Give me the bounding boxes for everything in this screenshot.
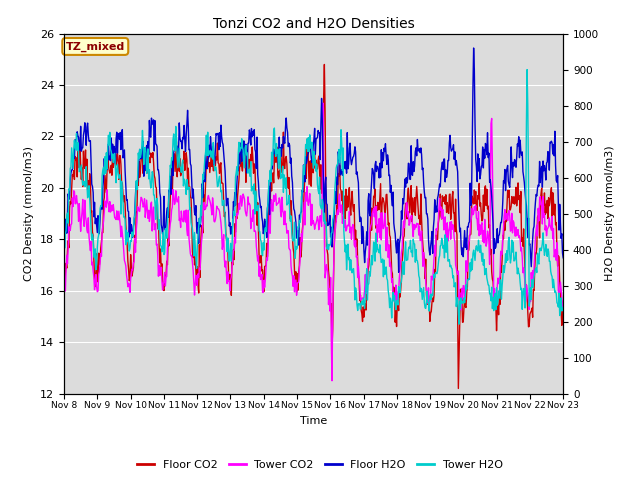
- Floor H2O: [172, 147, 179, 153]
- Floor H2O: [120, 147, 128, 153]
- Tower CO2: [376, 216, 383, 221]
- Tower CO2: [69, 204, 77, 209]
- X-axis label: Time: Time: [300, 416, 327, 426]
- Tower H2O: [172, 148, 179, 154]
- Line: Tower H2O: Tower H2O: [64, 70, 563, 324]
- Tower H2O: [60, 236, 68, 241]
- Tower H2O: [120, 214, 128, 219]
- Floor CO2: [321, 61, 328, 67]
- Floor H2O: [198, 203, 205, 208]
- Floor CO2: [60, 258, 68, 264]
- Tower CO2: [319, 100, 327, 106]
- Floor H2O: [470, 45, 477, 51]
- Floor CO2: [120, 193, 128, 199]
- Floor CO2: [69, 173, 77, 179]
- Y-axis label: CO2 Density (mmol/m3): CO2 Density (mmol/m3): [24, 146, 35, 281]
- Tower CO2: [60, 296, 68, 302]
- Tower CO2: [198, 239, 205, 245]
- Floor H2O: [559, 255, 567, 261]
- Line: Floor CO2: Floor CO2: [64, 64, 563, 388]
- Tower CO2: [328, 378, 336, 384]
- Tower H2O: [69, 166, 77, 171]
- Floor CO2: [389, 295, 397, 301]
- Floor H2O: [374, 164, 381, 169]
- Floor CO2: [172, 168, 179, 174]
- Floor H2O: [388, 203, 396, 209]
- Floor H2O: [69, 161, 77, 167]
- Tower CO2: [390, 290, 397, 296]
- Tower H2O: [455, 321, 463, 327]
- Y-axis label: H2O Density (mmol/m3): H2O Density (mmol/m3): [605, 146, 614, 281]
- Floor H2O: [395, 269, 403, 275]
- Floor CO2: [198, 225, 205, 231]
- Title: Tonzi CO2 and H2O Densities: Tonzi CO2 and H2O Densities: [212, 17, 415, 31]
- Floor CO2: [374, 207, 382, 213]
- Floor H2O: [60, 251, 68, 257]
- Tower H2O: [559, 305, 567, 311]
- Tower H2O: [374, 247, 381, 252]
- Tower H2O: [388, 298, 396, 303]
- Tower H2O: [524, 67, 531, 72]
- Floor CO2: [454, 385, 462, 391]
- Floor CO2: [559, 298, 567, 304]
- Tower CO2: [172, 200, 179, 206]
- Legend: Floor CO2, Tower CO2, Floor H2O, Tower H2O: Floor CO2, Tower CO2, Floor H2O, Tower H…: [133, 456, 507, 474]
- Tower CO2: [120, 257, 128, 263]
- Tower CO2: [559, 301, 567, 307]
- Line: Tower CO2: Tower CO2: [64, 103, 563, 381]
- Tower H2O: [198, 213, 205, 218]
- Text: TZ_mixed: TZ_mixed: [66, 41, 125, 51]
- Line: Floor H2O: Floor H2O: [64, 48, 563, 272]
